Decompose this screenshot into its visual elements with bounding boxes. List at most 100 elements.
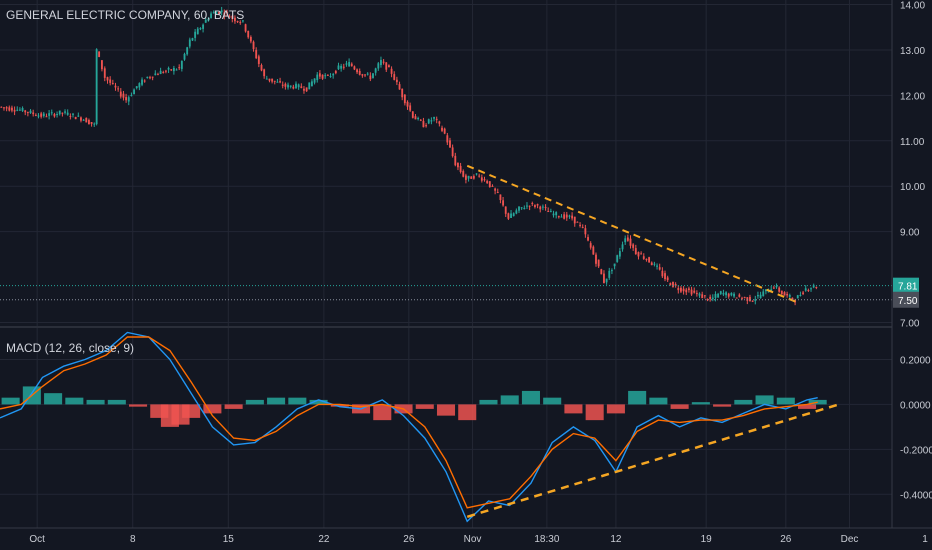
candle[interactable] — [170, 69, 173, 71]
candle[interactable] — [393, 74, 396, 80]
candle[interactable] — [191, 38, 194, 41]
candle[interactable] — [595, 254, 597, 264]
candle[interactable] — [40, 113, 43, 117]
candle[interactable] — [133, 89, 135, 95]
candle[interactable] — [48, 113, 51, 116]
candle[interactable] — [382, 61, 385, 63]
candle[interactable] — [807, 289, 810, 291]
candle[interactable] — [425, 125, 428, 127]
histogram-bar[interactable] — [86, 399, 105, 405]
candle[interactable] — [385, 62, 388, 70]
candle[interactable] — [21, 107, 24, 112]
candle[interactable] — [53, 114, 56, 117]
candle[interactable] — [441, 127, 443, 131]
candle[interactable] — [610, 270, 613, 272]
candle[interactable] — [685, 289, 688, 293]
candle[interactable] — [109, 79, 112, 83]
candle[interactable] — [297, 84, 300, 88]
candle[interactable] — [318, 73, 321, 77]
candle[interactable] — [796, 295, 799, 299]
candle[interactable] — [268, 78, 271, 81]
candle[interactable] — [69, 115, 72, 117]
histogram-bar[interactable] — [543, 397, 562, 405]
candle[interactable] — [50, 112, 53, 114]
candle[interactable] — [576, 221, 579, 223]
candle[interactable] — [18, 109, 21, 111]
candle[interactable] — [11, 107, 13, 111]
candle[interactable] — [767, 291, 770, 293]
candle[interactable] — [409, 105, 412, 111]
candle[interactable] — [669, 283, 672, 286]
histogram-bar[interactable] — [373, 404, 392, 421]
candle[interactable] — [600, 269, 603, 275]
candle[interactable] — [138, 83, 141, 88]
candle[interactable] — [103, 68, 106, 78]
histogram-bar[interactable] — [585, 404, 604, 421]
candle[interactable] — [125, 97, 128, 101]
candle[interactable] — [271, 78, 274, 82]
candle[interactable] — [735, 297, 738, 299]
candle[interactable] — [93, 123, 96, 125]
candle[interactable] — [711, 297, 714, 300]
candle[interactable] — [194, 31, 197, 38]
histogram-bar[interactable] — [415, 404, 434, 409]
candle[interactable] — [380, 59, 382, 66]
signal-line[interactable] — [0, 336, 818, 509]
candle[interactable] — [581, 227, 584, 229]
candle[interactable] — [802, 292, 804, 294]
price-pane[interactable] — [0, 6, 892, 306]
histogram-bar[interactable] — [776, 397, 795, 405]
candle[interactable] — [677, 288, 680, 291]
candle[interactable] — [106, 77, 109, 81]
candle[interactable] — [743, 297, 746, 299]
candle[interactable] — [701, 294, 704, 299]
candle[interactable] — [332, 74, 335, 76]
candle[interactable] — [759, 294, 762, 299]
candle[interactable] — [799, 294, 802, 296]
candle[interactable] — [61, 112, 64, 114]
candle[interactable] — [3, 107, 5, 109]
candle[interactable] — [80, 117, 82, 121]
candle[interactable] — [642, 256, 645, 259]
candle[interactable] — [772, 287, 775, 289]
candle[interactable] — [488, 181, 491, 188]
candle[interactable] — [72, 113, 74, 115]
candle[interactable] — [531, 203, 534, 205]
histogram-bar[interactable] — [245, 399, 264, 405]
candle[interactable] — [111, 83, 114, 85]
candle[interactable] — [757, 295, 759, 297]
candle[interactable] — [364, 74, 366, 76]
histogram-bar[interactable] — [65, 397, 84, 405]
candle[interactable] — [101, 60, 103, 70]
candle[interactable] — [775, 286, 778, 288]
candle[interactable] — [295, 83, 297, 89]
candle[interactable] — [618, 251, 621, 257]
candle[interactable] — [34, 114, 37, 116]
candle[interactable] — [122, 93, 125, 98]
candle[interactable] — [589, 243, 592, 248]
candle[interactable] — [231, 15, 234, 19]
candle[interactable] — [812, 285, 815, 288]
candle[interactable] — [674, 284, 677, 286]
candle[interactable] — [703, 295, 706, 297]
candle[interactable] — [637, 252, 640, 257]
candle[interactable] — [427, 119, 430, 124]
histogram-bar[interactable] — [670, 404, 689, 409]
candle[interactable] — [449, 140, 451, 148]
histogram-bar[interactable] — [734, 399, 753, 405]
candle[interactable] — [29, 110, 32, 114]
candle[interactable] — [568, 215, 571, 217]
candle[interactable] — [164, 70, 167, 72]
candle[interactable] — [218, 12, 220, 15]
candle[interactable] — [422, 120, 425, 128]
histogram-bar[interactable] — [129, 404, 148, 407]
candle[interactable] — [337, 65, 340, 70]
candle[interactable] — [324, 75, 327, 77]
candle[interactable] — [502, 200, 505, 206]
candle[interactable] — [483, 179, 486, 181]
candle[interactable] — [345, 63, 348, 65]
candle[interactable] — [433, 117, 435, 119]
candle[interactable] — [717, 293, 720, 298]
candle[interactable] — [308, 82, 311, 90]
candle[interactable] — [783, 292, 786, 296]
